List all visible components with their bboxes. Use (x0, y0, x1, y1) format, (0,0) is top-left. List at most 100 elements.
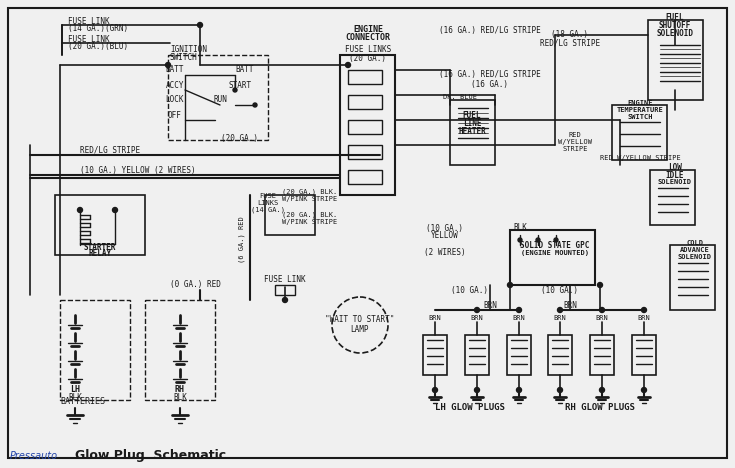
Text: W/PINK STRIPE: W/PINK STRIPE (282, 219, 337, 225)
Bar (60, 300, 130, 400)
Text: BATT: BATT (236, 66, 254, 74)
Circle shape (345, 63, 351, 67)
Circle shape (282, 298, 287, 302)
Text: BRN: BRN (638, 315, 650, 321)
Bar (450, 100, 495, 165)
Bar (612, 105, 667, 160)
Bar (348, 145, 382, 159)
Text: IDLE: IDLE (666, 170, 684, 180)
Bar (650, 170, 695, 225)
Text: BLK: BLK (173, 394, 187, 402)
Text: FUSE: FUSE (259, 193, 276, 199)
Bar (348, 120, 382, 134)
Circle shape (253, 103, 257, 107)
Text: (14 GA.)(GRN): (14 GA.)(GRN) (68, 24, 128, 34)
Bar (648, 20, 703, 100)
Text: (0 GA.) RED: (0 GA.) RED (170, 280, 221, 290)
Text: FUEL: FUEL (666, 14, 684, 22)
Text: "WAIT TO START": "WAIT TO START" (326, 315, 395, 324)
Text: COLD: COLD (686, 240, 703, 246)
Text: (16 GA.) RED/LG STRIPE: (16 GA.) RED/LG STRIPE (439, 71, 541, 80)
Circle shape (233, 88, 237, 92)
Text: FUSE LINKS: FUSE LINKS (345, 45, 391, 54)
Circle shape (558, 307, 562, 313)
Circle shape (554, 238, 558, 242)
Text: DK. BLUE: DK. BLUE (443, 94, 477, 100)
Text: RELAY: RELAY (88, 249, 112, 257)
Circle shape (198, 22, 203, 28)
Text: W/PINK STRIPE: W/PINK STRIPE (282, 196, 337, 202)
Bar (55, 195, 145, 255)
Text: BATT: BATT (166, 66, 184, 74)
Bar (265, 195, 315, 235)
Text: BRN: BRN (563, 300, 577, 309)
Text: IGNITION: IGNITION (170, 45, 207, 54)
Text: (18 GA.): (18 GA.) (551, 30, 589, 39)
Bar (348, 170, 382, 184)
Text: LH GLOW PLUGS: LH GLOW PLUGS (435, 403, 505, 412)
Text: BLK: BLK (513, 224, 527, 233)
Bar (423, 335, 447, 375)
Bar (510, 230, 595, 285)
Circle shape (518, 238, 522, 242)
Bar (507, 335, 531, 375)
Text: (16 GA.): (16 GA.) (471, 80, 509, 89)
Text: STRIPE: STRIPE (562, 146, 588, 152)
Circle shape (600, 307, 604, 313)
Text: ADVANCE: ADVANCE (680, 247, 710, 253)
Text: SOLID STATE GPC: SOLID STATE GPC (520, 241, 589, 249)
Text: TEMPERATURE: TEMPERATURE (617, 107, 664, 113)
Text: Pressauto: Pressauto (10, 451, 58, 461)
Bar (632, 335, 656, 375)
Text: SOLENOID: SOLENOID (658, 179, 692, 185)
Circle shape (432, 388, 437, 393)
Text: FUSE LINK: FUSE LINK (68, 36, 110, 44)
Text: FUSE LINK: FUSE LINK (68, 17, 110, 27)
Text: RED: RED (569, 132, 581, 138)
Text: (14 GA.): (14 GA.) (251, 207, 285, 213)
Text: YELLOW: YELLOW (431, 231, 459, 240)
Text: ENGINE: ENGINE (627, 100, 653, 106)
Text: BRN: BRN (470, 315, 484, 321)
Circle shape (558, 388, 562, 393)
Circle shape (77, 207, 82, 212)
Text: CONNECTOR: CONNECTOR (345, 34, 390, 43)
Text: RUN: RUN (213, 95, 227, 104)
Circle shape (475, 388, 479, 393)
Text: (6 GA.) RED: (6 GA.) RED (239, 217, 245, 263)
Circle shape (642, 307, 647, 313)
Circle shape (642, 388, 647, 393)
Text: START: START (229, 80, 251, 89)
Text: RH GLOW PLUGS: RH GLOW PLUGS (565, 403, 635, 412)
Circle shape (507, 283, 512, 287)
Text: (10 GA.) YELLOW (2 WIRES): (10 GA.) YELLOW (2 WIRES) (80, 166, 196, 175)
Text: (20 GA.) BLK.: (20 GA.) BLK. (282, 212, 337, 218)
Text: BRN: BRN (483, 300, 497, 309)
Bar (548, 335, 572, 375)
Bar (590, 335, 614, 375)
Text: (ENGINE MOUNTED): (ENGINE MOUNTED) (521, 250, 589, 256)
Text: FUEL: FUEL (463, 110, 481, 119)
Circle shape (517, 388, 522, 393)
Text: SOLENOID: SOLENOID (656, 29, 694, 38)
Text: (2 WIRES): (2 WIRES) (424, 249, 466, 257)
Text: STARTER: STARTER (84, 242, 116, 251)
Bar (465, 335, 489, 375)
Text: W/YELLOW: W/YELLOW (558, 139, 592, 145)
Text: LINE: LINE (463, 118, 481, 127)
Circle shape (517, 307, 522, 313)
Text: SHUTOFF: SHUTOFF (659, 22, 691, 30)
Text: BRN: BRN (429, 315, 442, 321)
Text: BRN: BRN (595, 315, 609, 321)
Bar (168, 55, 268, 140)
Bar (670, 245, 715, 310)
Circle shape (475, 307, 479, 313)
Bar (275, 285, 295, 295)
Text: (10 GA.): (10 GA.) (542, 285, 578, 294)
Text: (20 GA.): (20 GA.) (350, 53, 387, 63)
Text: LH: LH (70, 386, 80, 395)
Bar (145, 300, 215, 400)
Text: Glow Plug  Schematic: Glow Plug Schematic (75, 449, 226, 462)
Text: ENGINE: ENGINE (353, 25, 383, 35)
Circle shape (165, 63, 171, 67)
